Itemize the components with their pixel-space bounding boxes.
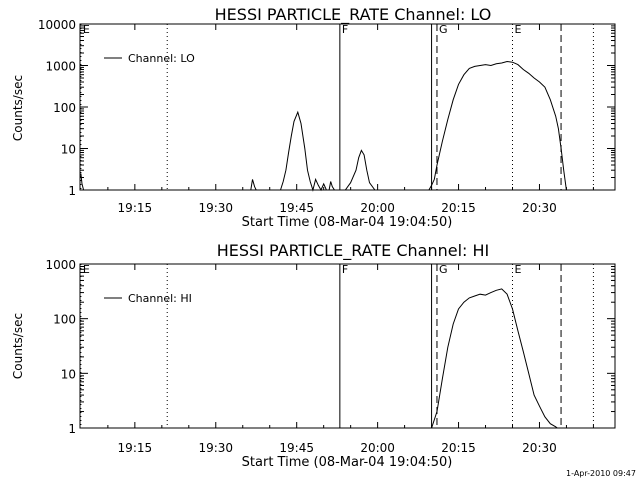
event-marker-label: E [83, 263, 90, 276]
x-tick-label: 20:00 [360, 201, 395, 215]
x-tick-label: 20:30 [522, 201, 557, 215]
x-tick-label: 19:30 [198, 441, 233, 455]
x-tick-label: 19:45 [279, 201, 314, 215]
plot-frame [79, 263, 616, 429]
y-tick-label: 10 [61, 143, 76, 157]
x-tick-label: 20:00 [360, 441, 395, 455]
legend-label: Channel: LO [128, 52, 195, 65]
x-tick-label: 20:15 [441, 201, 476, 215]
series-line-0 [80, 60, 567, 192]
chart-title: HESSI PARTICLE_RATE Channel: HI [217, 241, 490, 261]
y-tick-label: 1 [68, 184, 76, 198]
x-tick-label: 19:15 [118, 201, 153, 215]
y-axis-label: Counts/sec [11, 75, 25, 141]
legend-label: Channel: HI [128, 292, 192, 305]
event-marker-label: F [342, 263, 348, 276]
event-marker-label: G [439, 23, 448, 36]
chart-title: HESSI PARTICLE_RATE Channel: LO [215, 5, 492, 25]
plot-frame [79, 23, 616, 191]
y-tick-label: 10000 [38, 18, 76, 32]
x-axis-label: Start Time (08-Mar-04 19:04:50) [242, 215, 453, 230]
y-tick-label: 1 [68, 422, 76, 436]
x-tick-label: 19:45 [279, 441, 314, 455]
x-tick-label: 19:30 [198, 201, 233, 215]
event-marker-label: E [514, 263, 521, 276]
event-marker-label: E [514, 23, 521, 36]
x-axis-label: Start Time (08-Mar-04 19:04:50) [242, 455, 453, 470]
legend: Channel: LO [104, 52, 195, 65]
x-tick-label: 20:15 [441, 441, 476, 455]
x-tick-label: 19:15 [118, 441, 153, 455]
y-axis-label: Counts/sec [11, 313, 25, 379]
timestamp: 1-Apr-2010 09:47 [566, 469, 636, 478]
event-marker-label: G [439, 263, 448, 276]
series-line-0 [431, 288, 558, 429]
x-tick-label: 20:30 [522, 441, 557, 455]
y-tick-label: 1000 [45, 258, 76, 272]
legend: Channel: HI [104, 292, 192, 305]
y-tick-label: 100 [53, 101, 76, 115]
event-marker-label: F [342, 23, 348, 36]
event-marker-label: E [83, 23, 90, 36]
y-tick-label: 10 [61, 367, 76, 381]
y-tick-label: 100 [53, 313, 76, 327]
lo-channel-panel: HESSI PARTICLE_RATE Channel: LO Counts/s… [11, 5, 616, 230]
y-tick-label: 1000 [45, 60, 76, 74]
hi-channel-panel: HESSI PARTICLE_RATE Channel: HI Counts/s… [11, 241, 616, 470]
